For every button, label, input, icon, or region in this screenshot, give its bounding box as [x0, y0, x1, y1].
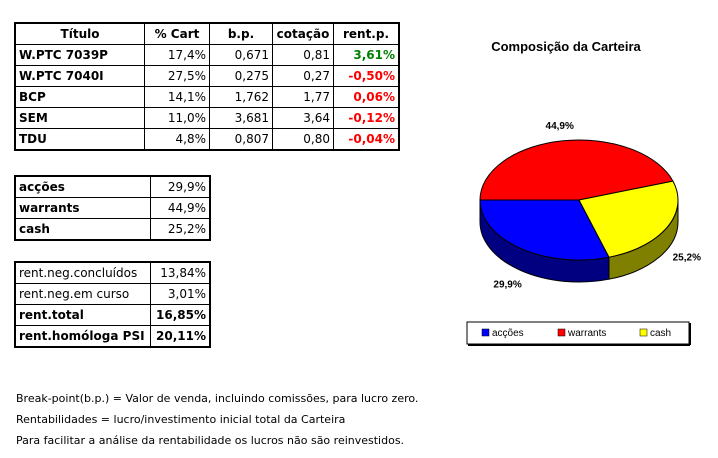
returns-label: rent.neg.em curso	[14, 283, 151, 305]
table-row: BCP 14,1% 1,762 1,77 0,06%	[14, 86, 400, 108]
allocation-table: acções 29,9% warrants 44,9% cash 25,2%	[14, 175, 211, 241]
table-row: warrants 44,9%	[14, 197, 211, 219]
titulo-cell: TDU	[14, 128, 145, 151]
allocation-label: acções	[14, 175, 151, 198]
pie-data-label: 25,2%	[673, 253, 701, 264]
pie-top	[479, 139, 679, 261]
rent-cell: 0,06%	[333, 86, 400, 108]
pie-slice-warrants	[479, 139, 674, 201]
notes: Break-point(b.p.) = Valor de venda, incl…	[16, 388, 418, 451]
pie-labels: 29,9% 44,9% 25,2%	[493, 121, 701, 290]
titulo-cell: SEM	[14, 107, 145, 129]
legend-swatch	[557, 328, 566, 337]
rent-cell: -0,50%	[333, 65, 400, 87]
cart-cell: 17,4%	[144, 44, 210, 66]
cotacao-cell: 0,27	[272, 65, 334, 87]
table-row: W.PTC 7040I 27,5% 0,275 0,27 -0,50%	[14, 65, 400, 87]
returns-label: rent.homóloga PSI	[14, 325, 151, 348]
table-row: rent.neg.em curso 3,01%	[14, 283, 211, 305]
holdings-header-cell: rent.p.	[333, 22, 400, 45]
pie-data-label: 44,9%	[546, 121, 574, 132]
legend-swatch	[639, 328, 648, 337]
returns-table: rent.neg.concluídos 13,84% rent.neg.em cur…	[14, 261, 211, 348]
cart-cell: 4,8%	[144, 128, 210, 151]
bp-cell: 3,681	[209, 107, 273, 129]
bp-cell: 0,807	[209, 128, 273, 151]
cotacao-cell: 0,81	[272, 44, 334, 66]
table-row: W.PTC 7039P 17,4% 0,671 0,81 3,61%	[14, 44, 400, 66]
returns-label: rent.total	[14, 304, 151, 326]
table-row: rent.homóloga PSI 20,11%	[14, 325, 211, 348]
table-row: rent.neg.concluídos 13,84%	[14, 261, 211, 284]
titulo-cell: W.PTC 7040I	[14, 65, 145, 87]
holdings-header-cell: cotação	[272, 22, 334, 45]
legend-entry: cash	[650, 328, 671, 339]
pie-data-label: 29,9%	[493, 279, 521, 290]
note-reinvestment: Para facilitar a análise da rentabilidad…	[16, 434, 405, 447]
legend-entry: acções	[492, 328, 524, 339]
cart-cell: 14,1%	[144, 86, 210, 108]
table-row: cash 25,2%	[14, 218, 211, 241]
pie-chart: Composição da Carteira 29,9% 44,9% 25,2% a…	[466, 39, 701, 346]
cart-cell: 27,5%	[144, 65, 210, 87]
table-row: SEM 11,0% 3,681 3,64 -0,12%	[14, 107, 400, 129]
table-row: TDU 4,8% 0,807 0,80 -0,04%	[14, 128, 400, 151]
allocation-value: 44,9%	[150, 197, 211, 219]
legend-swatch	[481, 328, 490, 337]
titulo-cell: W.PTC 7039P	[14, 44, 145, 66]
cart-cell: 11,0%	[144, 107, 210, 129]
cotacao-cell: 0,80	[272, 128, 334, 151]
holdings-header-cell: b.p.	[209, 22, 273, 45]
rent-cell: 3,61%	[333, 44, 400, 66]
bp-cell: 1,762	[209, 86, 273, 108]
allocation-label: cash	[14, 218, 151, 241]
returns-value: 3,01%	[150, 283, 211, 305]
table-row: rent.total 16,85%	[14, 304, 211, 326]
note-rentabilidades: Rentabilidades = lucro/investimento inic…	[16, 413, 346, 426]
pie-slice-cash	[578, 180, 679, 258]
holdings-table: Título% Cart b.p. cotação rent.p. W.PTC 703…	[14, 22, 400, 151]
note-breakpoint: Break-point(b.p.) = Valor de venda, incl…	[16, 392, 419, 405]
rent-cell: -0,12%	[333, 107, 400, 129]
holdings-header-row: Título% Cart b.p. cotação rent.p.	[14, 22, 400, 45]
returns-value: 13,84%	[150, 261, 211, 284]
titulo-cell: BCP	[14, 86, 145, 108]
allocation-value: 25,2%	[150, 218, 211, 241]
pie-slice-acções	[479, 199, 610, 261]
cotacao-cell: 3,64	[272, 107, 334, 129]
legend-entry: warrants	[567, 328, 606, 339]
bp-cell: 0,275	[209, 65, 273, 87]
returns-value: 20,11%	[150, 325, 211, 348]
returns-label: rent.neg.concluídos	[14, 261, 151, 284]
chart-title: Composição da Carteira	[491, 39, 641, 54]
allocation-label: warrants	[14, 197, 151, 219]
bp-cell: 0,671	[209, 44, 273, 66]
holdings-header-cell: % Cart	[144, 22, 210, 45]
legend: acções warrants cash	[466, 321, 691, 346]
rent-cell: -0,04%	[333, 128, 400, 151]
returns-value: 16,85%	[150, 304, 211, 326]
table-row: acções 29,9%	[14, 175, 211, 198]
cotacao-cell: 1,77	[272, 86, 334, 108]
allocation-value: 29,9%	[150, 175, 211, 198]
holdings-header-cell: Título	[14, 22, 145, 45]
